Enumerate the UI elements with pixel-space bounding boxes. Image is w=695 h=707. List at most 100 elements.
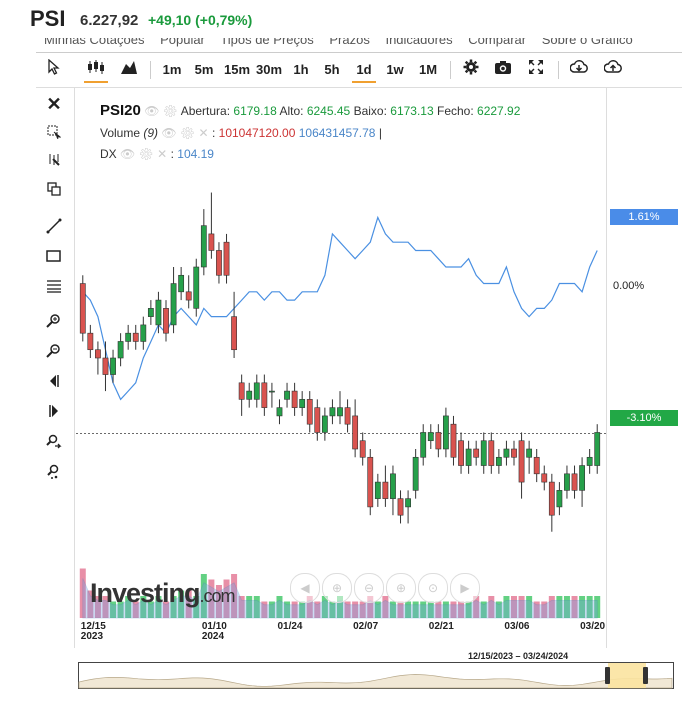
volume-bar	[125, 596, 132, 618]
volume-bar	[526, 596, 533, 618]
timeframe-5m[interactable]: 5m	[194, 62, 214, 77]
reset-zoom-icon[interactable]	[44, 464, 64, 484]
gear-icon[interactable]	[460, 59, 482, 81]
menu-my-quotes[interactable]: Minhas Cotações	[44, 38, 145, 47]
investing-watermark: Investing.com	[90, 578, 236, 609]
nav-zoom-icon[interactable]: ⊕	[322, 573, 352, 603]
magnet-zoom-icon[interactable]	[44, 434, 64, 454]
ohlc-legend: PSI20 👁 ⚙ Abertura: 6179.18 Alto: 6245.4…	[100, 102, 520, 119]
low-label: Baixo:	[353, 104, 387, 118]
candle	[541, 473, 548, 483]
select-area-icon[interactable]	[44, 124, 64, 144]
volume-legend: Volume (9) 👁 ⚙ ✕ : 101047120.00 10643145…	[100, 126, 382, 140]
chart-toolbar: 1m 5m 15m 30m 1h 5h 1d 1w 1M	[36, 53, 682, 88]
close-indicator-icon[interactable]: ✕	[198, 126, 209, 140]
timeframe-15m[interactable]: 15m	[223, 62, 251, 77]
candle	[216, 250, 222, 276]
visibility-eye-icon[interactable]: 👁	[161, 126, 177, 140]
timeframe-1w[interactable]: 1w	[386, 62, 404, 77]
multi-select-icon[interactable]	[44, 152, 64, 172]
visibility-eye-icon[interactable]: 👁	[144, 104, 160, 118]
nav-zoom-out-icon[interactable]: ⊖	[354, 573, 384, 603]
price-change: +49,10 (+0,79%)	[148, 12, 253, 28]
volume-bar	[450, 601, 457, 618]
close-value: 6227.92	[477, 104, 521, 118]
candle	[382, 481, 389, 499]
timeframe-1h[interactable]: 1h	[293, 62, 309, 77]
candle	[405, 498, 411, 508]
cursor-icon[interactable]	[44, 58, 64, 81]
candle	[488, 440, 495, 466]
scroll-right-icon[interactable]	[44, 403, 64, 423]
candle	[397, 498, 404, 516]
settings-gear-icon[interactable]: ⚙	[138, 147, 154, 161]
timeframe-1M[interactable]: 1M	[418, 62, 438, 77]
area-chart-icon[interactable]	[118, 59, 140, 81]
fibonacci-icon[interactable]	[44, 278, 64, 298]
candlestick-chart-icon[interactable]	[84, 59, 108, 83]
close-indicator-icon[interactable]: ✕	[157, 147, 168, 161]
close-icon[interactable]: ✕	[46, 94, 62, 114]
timeframe-1d[interactable]: 1d	[352, 59, 376, 83]
candle	[359, 440, 366, 458]
scroll-left-icon[interactable]	[44, 373, 64, 393]
settings-gear-icon[interactable]: ⚙	[162, 104, 179, 118]
copy-icon[interactable]	[44, 181, 64, 201]
navigator-handle-right[interactable]	[643, 667, 648, 684]
ticker-symbol: PSI	[30, 6, 66, 31]
nav-right-icon[interactable]: ▶	[450, 573, 480, 603]
volume-bar	[170, 596, 177, 618]
volume-bar	[503, 596, 510, 618]
volume-bar	[435, 601, 442, 618]
volume-bar	[344, 601, 351, 618]
volume-bar	[163, 601, 169, 618]
candle	[269, 390, 275, 393]
candle	[533, 456, 540, 475]
volume-bar	[594, 596, 601, 618]
candle	[465, 448, 472, 466]
rectangle-icon[interactable]	[44, 248, 64, 268]
price-axis[interactable]	[606, 88, 683, 648]
chart-canvas[interactable]	[76, 88, 606, 620]
zoom-out-icon[interactable]	[44, 343, 64, 363]
nav-left-icon[interactable]: ◀	[290, 573, 320, 603]
menu-indicators[interactable]: Indicadores	[385, 38, 453, 47]
time-navigator[interactable]	[78, 662, 674, 690]
menu-about-chart[interactable]: Sobre o Gráfico	[541, 38, 633, 47]
watermark-brand: Investing	[90, 578, 201, 608]
x-tick-label: 02/21	[429, 622, 454, 632]
x-tick-label: 02/07	[353, 622, 378, 632]
menu-popular[interactable]: Popular	[160, 38, 205, 47]
candle	[329, 407, 336, 417]
visibility-eye-icon[interactable]: 👁	[120, 147, 136, 161]
navigator-handle-left[interactable]	[605, 667, 610, 684]
volume-bar	[556, 596, 563, 618]
candle	[579, 465, 585, 491]
download-icon[interactable]	[568, 59, 590, 81]
volume-bar	[261, 601, 268, 618]
trend-line-icon[interactable]	[44, 218, 64, 238]
nav-magnet-icon[interactable]: ⊕	[386, 573, 416, 603]
volume-average-area	[82, 578, 598, 619]
timeframe-1m[interactable]: 1m	[162, 62, 182, 77]
candle	[178, 274, 185, 293]
candle	[435, 432, 442, 450]
timeframe-30m[interactable]: 30m	[255, 62, 283, 77]
timeframe-5h[interactable]: 5h	[324, 62, 340, 77]
menu-compare[interactable]: Comparar	[468, 38, 527, 47]
volume-bar	[473, 596, 480, 618]
fullscreen-icon[interactable]	[525, 59, 547, 81]
price-chart[interactable]	[76, 88, 606, 648]
candle	[594, 432, 601, 466]
upload-icon[interactable]	[602, 59, 624, 81]
zoom-in-icon[interactable]	[44, 313, 64, 333]
menu-timeframes[interactable]: Prazos	[329, 38, 370, 47]
nav-reset-icon[interactable]: ⊙	[418, 573, 448, 603]
chart-menu-bar: Minhas Cotações Popular Tipos de Preços …	[36, 38, 682, 53]
candle	[548, 481, 555, 516]
camera-icon[interactable]	[492, 59, 514, 81]
menu-price-types[interactable]: Tipos de Preços	[220, 38, 314, 47]
settings-gear-icon[interactable]: ⚙	[179, 126, 196, 140]
navigator-selection[interactable]	[608, 663, 646, 688]
volume-bar	[110, 601, 117, 618]
